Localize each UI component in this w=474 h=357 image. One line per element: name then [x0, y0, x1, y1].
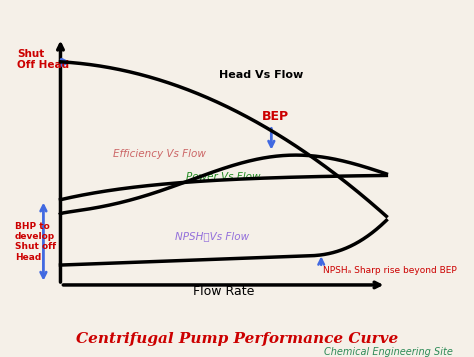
Text: Chemical Engineering Site: Chemical Engineering Site [324, 347, 453, 357]
Text: Power Vs Flow: Power Vs Flow [186, 172, 261, 182]
Text: Flow Rate: Flow Rate [193, 285, 254, 298]
Text: Head Vs Flow: Head Vs Flow [219, 70, 303, 80]
Text: NPSHₐ Sharp rise beyond BEP: NPSHₐ Sharp rise beyond BEP [323, 266, 457, 275]
Text: BEP: BEP [262, 110, 289, 123]
Text: Shut
Off Head: Shut Off Head [17, 49, 69, 70]
Text: NPSH₝Vs Flow: NPSH₝Vs Flow [175, 231, 249, 241]
Text: Efficiency Vs Flow: Efficiency Vs Flow [112, 149, 205, 159]
Text: Centrifugal Pump Performance Curve: Centrifugal Pump Performance Curve [76, 332, 398, 346]
Text: BHP to
develop
Shut off
Head: BHP to develop Shut off Head [15, 221, 56, 262]
